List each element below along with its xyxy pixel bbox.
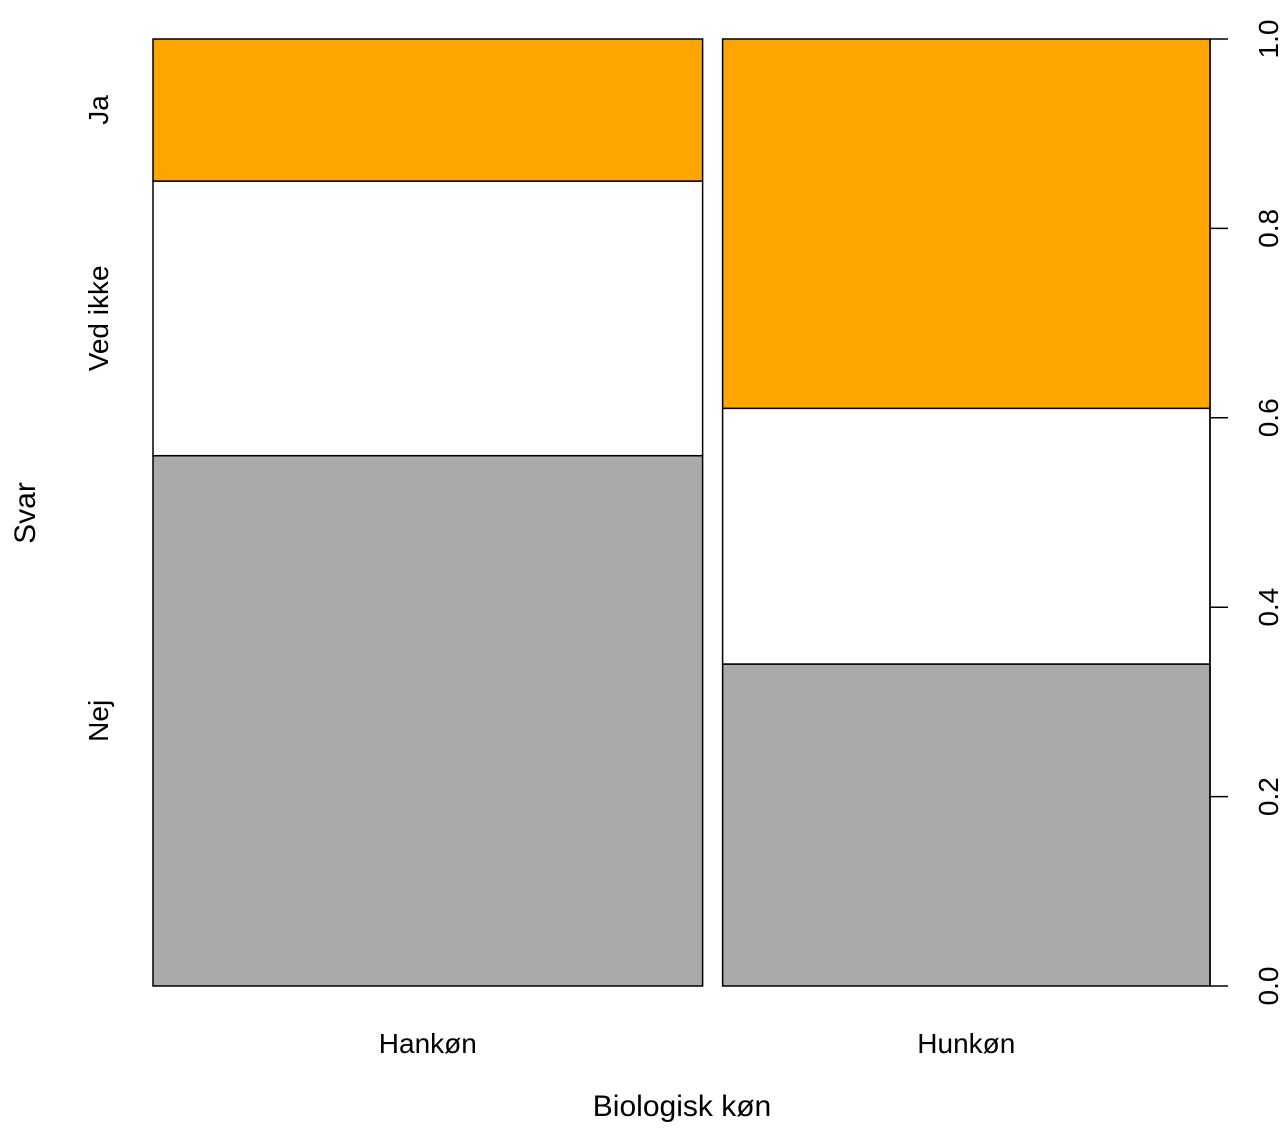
bar-segment-hunkøn-nej xyxy=(721,663,1211,987)
bar-segment-hankøn-ved-ikke xyxy=(152,180,704,457)
right-axis: 0.0 0.2 0.4 0.6 0.8 1.0 xyxy=(1209,20,1281,1006)
x-axis-title: Biologisk køn xyxy=(593,1090,771,1123)
bar-segment-hankøn-ja xyxy=(152,38,704,182)
left-axis-label-nej: Nej xyxy=(83,700,114,742)
right-axis-tick-label: 0.8 xyxy=(1253,209,1281,248)
bar-segment-hunkøn-ja xyxy=(721,38,1211,410)
category-label-hankøn: Hankøn xyxy=(379,1028,477,1059)
right-axis-tick-label: 1.0 xyxy=(1253,20,1281,59)
left-axis-label-ja: Ja xyxy=(83,95,114,125)
right-axis-tick-label: 0.2 xyxy=(1253,777,1281,816)
category-labels: Hankøn Hunkøn xyxy=(379,1028,1016,1059)
left-axis-labels: Nej Ved ikke Ja xyxy=(83,95,114,742)
y-axis-title: Svar xyxy=(9,482,42,544)
right-axis-tick-label: 0.6 xyxy=(1253,398,1281,437)
bar-segment-hankøn-nej xyxy=(152,454,704,987)
bar-segment-hunkøn-ved-ikke xyxy=(721,407,1211,665)
right-axis-tick-label: 0.0 xyxy=(1253,967,1281,1006)
category-label-hunkøn: Hunkøn xyxy=(917,1028,1015,1059)
left-axis-label-ved-ikke: Ved ikke xyxy=(83,265,114,371)
right-axis-tick-label: 0.4 xyxy=(1253,588,1281,627)
bars-layer xyxy=(152,38,1211,987)
